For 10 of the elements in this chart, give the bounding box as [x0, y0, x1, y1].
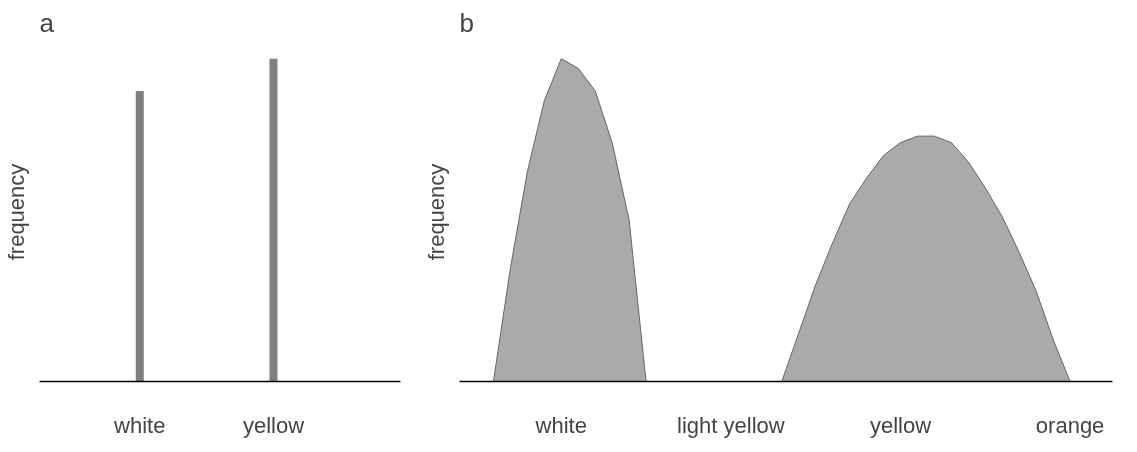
y-axis-title: frequency — [3, 163, 29, 261]
x-tick-label: white — [534, 412, 587, 438]
x-tick-label: white — [113, 412, 166, 438]
y-axis-title: frequency — [423, 163, 449, 261]
x-tick-label: yellow — [869, 412, 932, 438]
x-tick-label: light yellow — [677, 412, 785, 438]
x-tick-label: yellow — [242, 412, 305, 438]
x-tick-label: orange — [1035, 412, 1105, 438]
chart-title: b — [459, 7, 474, 38]
chart-title: a — [39, 7, 55, 38]
